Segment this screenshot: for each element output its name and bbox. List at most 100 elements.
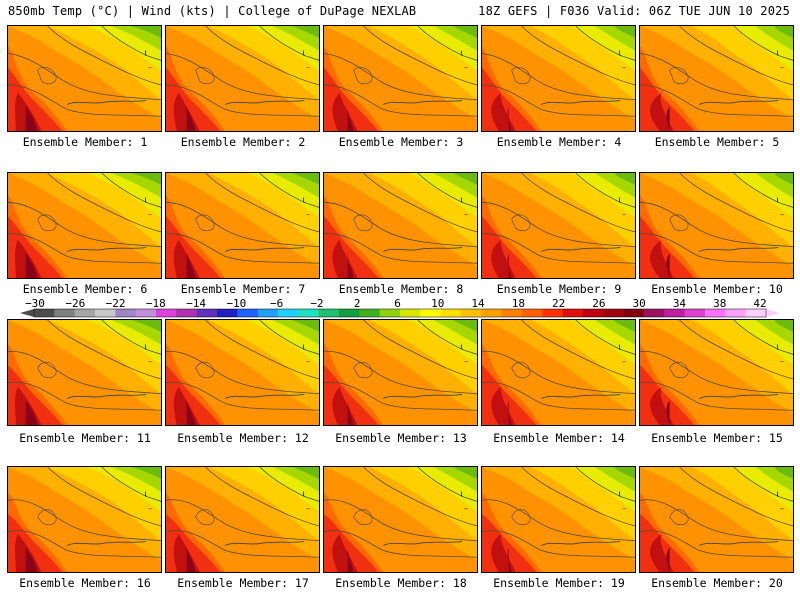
ensemble-member-map: ι –: [481, 466, 636, 573]
ensemble-member-label: Ensemble Member: 19: [493, 576, 625, 590]
ensemble-member-map: ι –: [7, 172, 162, 279]
ensemble-member-map: ι –: [7, 466, 162, 573]
ensemble-member-map: ι –: [639, 172, 794, 279]
ensemble-member-map: ι –: [481, 172, 636, 279]
ensemble-member-label: Ensemble Member: 1: [22, 135, 148, 149]
svg-text:ι: ι: [618, 342, 621, 352]
svg-text:ι: ι: [460, 195, 463, 205]
ensemble-member-label: Ensemble Member: 20: [651, 576, 783, 590]
ensemble-member-map: ι –: [323, 319, 478, 426]
colorbar-segment: [278, 309, 299, 317]
svg-text:ι: ι: [144, 48, 147, 58]
svg-text:ι: ι: [144, 342, 147, 352]
colorbar-segment: [664, 309, 686, 317]
ensemble-member-map: ι –: [481, 319, 636, 426]
colorbar-tick-label: 18: [511, 297, 525, 310]
svg-text:ι: ι: [776, 489, 779, 499]
ensemble-member-map: ι –: [639, 466, 794, 573]
ensemble-member-label: Ensemble Member: 3: [338, 135, 464, 149]
colorbar-segment: [74, 309, 96, 317]
ensemble-member-label: Ensemble Member: 4: [496, 135, 622, 149]
ensemble-member-label: Ensemble Member: 10: [651, 282, 783, 296]
svg-text:ι: ι: [776, 342, 779, 352]
colorbar-segment: [318, 309, 340, 317]
colorbar-tick-label: 34: [672, 297, 687, 310]
ensemble-member-map: ι –: [323, 172, 478, 279]
ensemble-member-label: Ensemble Member: 13: [335, 431, 467, 445]
colorbar-segment: [603, 309, 625, 317]
svg-text:–: –: [780, 63, 784, 72]
svg-text:ι: ι: [302, 342, 305, 352]
colorbar-tick-label: −2: [310, 297, 324, 310]
ensemble-member-map: ι –: [7, 319, 162, 426]
svg-text:–: –: [306, 504, 310, 513]
svg-text:–: –: [622, 63, 626, 72]
ensemble-member-map: ι –: [165, 319, 320, 426]
colorbar-segment: [196, 309, 218, 317]
colorbar-segment: [705, 309, 726, 317]
colorbar-segment: [115, 309, 137, 317]
colorbar-segment: [684, 309, 706, 317]
ensemble-member-label: Ensemble Member: 12: [177, 431, 309, 445]
svg-text:–: –: [148, 357, 152, 366]
colorbar-min-arrow: [20, 309, 34, 317]
ensemble-member-label: Ensemble Member: 17: [177, 576, 309, 590]
colorbar-segment: [359, 309, 381, 317]
colorbar-tick-label: 30: [632, 297, 646, 310]
svg-text:ι: ι: [618, 489, 621, 499]
colorbar-segment: [34, 309, 55, 317]
colorbar-tick-label: −18: [145, 297, 166, 310]
svg-text:–: –: [306, 63, 310, 72]
ensemble-member-map: ι –: [7, 25, 162, 132]
colorbar-segment: [217, 309, 238, 317]
svg-text:–: –: [622, 504, 626, 513]
colorbar-tick-label: −30: [25, 297, 45, 310]
svg-text:–: –: [780, 357, 784, 366]
colorbar-tick-label: 14: [471, 297, 485, 310]
ensemble-member-label: Ensemble Member: 6: [22, 282, 148, 296]
ensemble-member-map: ι –: [323, 466, 478, 573]
svg-text:ι: ι: [302, 48, 305, 58]
colorbar-segment: [54, 309, 76, 317]
colorbar-segment: [176, 309, 198, 317]
colorbar-tick-label: 26: [592, 297, 606, 310]
svg-text:–: –: [464, 504, 468, 513]
colorbar-tick-label: −10: [226, 297, 247, 310]
colorbar-segment: [237, 309, 259, 317]
svg-text:–: –: [622, 357, 626, 366]
colorbar-tick-label: 6: [394, 297, 401, 310]
ensemble-member-label: Ensemble Member: 16: [19, 576, 151, 590]
colorbar-segment: [583, 309, 604, 317]
run-valid-time: 18Z GEFS | F036 Valid: 06Z TUE JUN 10 20…: [478, 4, 790, 18]
colorbar-segment: [644, 309, 665, 317]
colorbar-segment: [95, 309, 116, 317]
temperature-colorbar: [20, 308, 780, 318]
colorbar-segment: [339, 309, 360, 317]
ensemble-member-map: ι –: [165, 25, 320, 132]
ensemble-member-map: ι –: [165, 466, 320, 573]
colorbar-tick-label: −6: [270, 297, 284, 310]
svg-text:–: –: [464, 357, 468, 366]
colorbar-segment: [745, 309, 767, 317]
colorbar-max-arrow: [766, 309, 780, 317]
colorbar-segment: [522, 309, 543, 317]
ensemble-member-label: Ensemble Member: 18: [335, 576, 467, 590]
colorbar-tick-label: 38: [713, 297, 727, 310]
ensemble-member-label: Ensemble Member: 8: [338, 282, 464, 296]
colorbar-segment: [135, 309, 157, 317]
svg-text:–: –: [780, 504, 784, 513]
colorbar-tick-label: −22: [105, 297, 126, 310]
colorbar-tick-label: 22: [551, 297, 566, 310]
colorbar-segment: [156, 309, 177, 317]
ensemble-member-label: Ensemble Member: 14: [493, 431, 625, 445]
ensemble-member-map: ι –: [639, 25, 794, 132]
svg-text:–: –: [306, 210, 310, 219]
svg-text:ι: ι: [460, 489, 463, 499]
ensemble-member-label: Ensemble Member: 11: [19, 431, 151, 445]
svg-text:ι: ι: [776, 195, 779, 205]
svg-text:ι: ι: [460, 48, 463, 58]
colorbar-tick-label: −26: [65, 297, 86, 310]
svg-text:ι: ι: [302, 489, 305, 499]
colorbar-segment: [623, 309, 645, 317]
svg-text:ι: ι: [618, 48, 621, 58]
